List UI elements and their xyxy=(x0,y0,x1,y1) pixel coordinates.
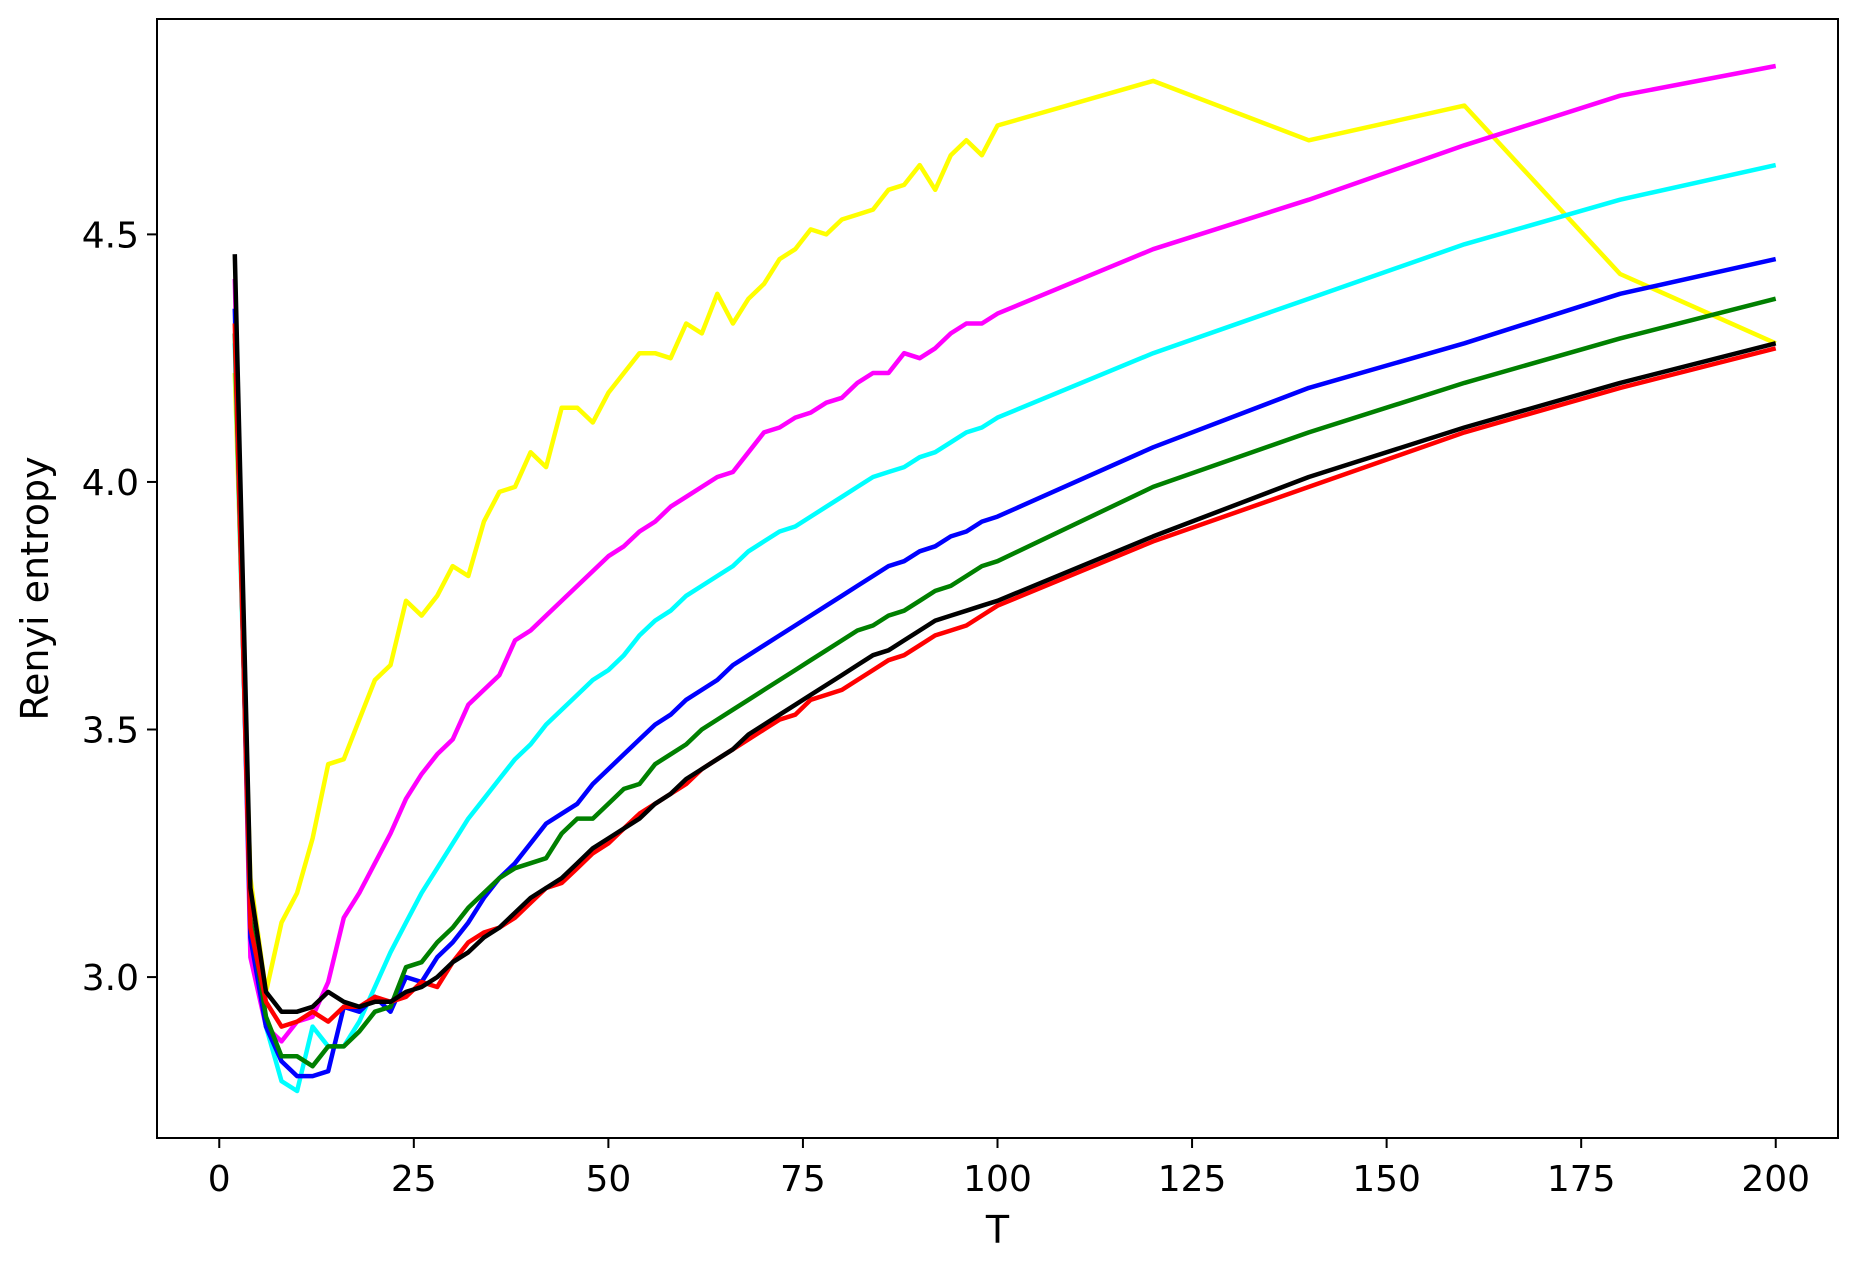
series-layer xyxy=(232,63,1777,1094)
y-axis: 3.0 3.5 4.0 4.5 xyxy=(82,215,157,999)
x-tick-label: 175 xyxy=(1547,1159,1616,1200)
y-tick-label: 4.5 xyxy=(82,215,139,256)
x-tick-label: 200 xyxy=(1741,1159,1810,1200)
y-tick-label: 3.0 xyxy=(82,958,139,999)
x-tick-label: 125 xyxy=(1158,1159,1227,1200)
series-line-2 xyxy=(232,63,1777,1044)
series-line-1 xyxy=(232,78,1777,995)
x-tick-label: 75 xyxy=(780,1159,826,1200)
series-line-6 xyxy=(232,323,1777,1029)
x-tick-label: 0 xyxy=(208,1159,231,1200)
series-line-5 xyxy=(232,296,1777,1069)
plot-frame xyxy=(156,18,1839,1139)
series-line-7 xyxy=(232,254,1777,1014)
x-tick-label: 150 xyxy=(1352,1159,1421,1200)
x-axis-label: T xyxy=(985,1208,1010,1252)
x-axis: 0 25 50 75 100 125 150 175 200 xyxy=(208,1138,1810,1200)
y-tick-label: 4.0 xyxy=(82,463,139,504)
x-tick-label: 50 xyxy=(585,1159,631,1200)
x-tick-label: 25 xyxy=(391,1159,437,1200)
series-line-3 xyxy=(232,162,1777,1094)
y-tick-label: 3.5 xyxy=(82,711,139,752)
y-axis-label: Renyi entropy xyxy=(13,456,57,720)
x-tick-label: 100 xyxy=(963,1159,1032,1200)
